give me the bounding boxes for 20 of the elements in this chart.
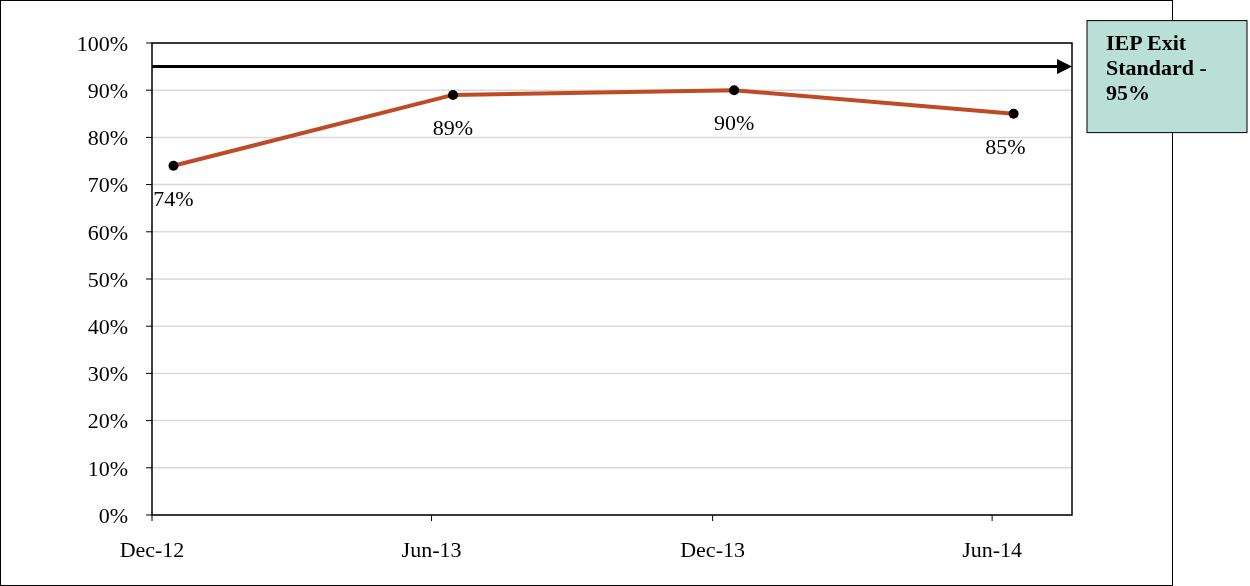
text: 90% — [713, 110, 755, 136]
y-tick-label: 10% — [87, 455, 128, 481]
ref-line-label: IEP Exit Standard - 95% — [1106, 29, 1207, 105]
y-tick-label: 100% — [76, 30, 128, 56]
y-tick-label: 30% — [87, 361, 128, 387]
y-tick-label: 40% — [87, 313, 128, 339]
y-tick-label: 90% — [87, 77, 128, 103]
text: 85% — [985, 133, 1026, 159]
y-tick-label: 50% — [87, 266, 128, 292]
x-tick-label: Jun-13 — [401, 537, 462, 562]
y-tick-label: 0% — [98, 502, 128, 528]
x-tick-label: Jun-14 — [962, 537, 1023, 562]
y-tick-label: 60% — [87, 219, 128, 245]
text: 89% — [432, 114, 474, 140]
y-tick-label: 70% — [87, 172, 128, 198]
x-tick-label: Dec-13 — [680, 537, 745, 562]
text: 74% — [153, 185, 194, 211]
y-tick-label: 80% — [87, 125, 128, 151]
y-tick-label: 20% — [87, 408, 128, 434]
x-tick-label: Dec-12 — [119, 537, 185, 562]
